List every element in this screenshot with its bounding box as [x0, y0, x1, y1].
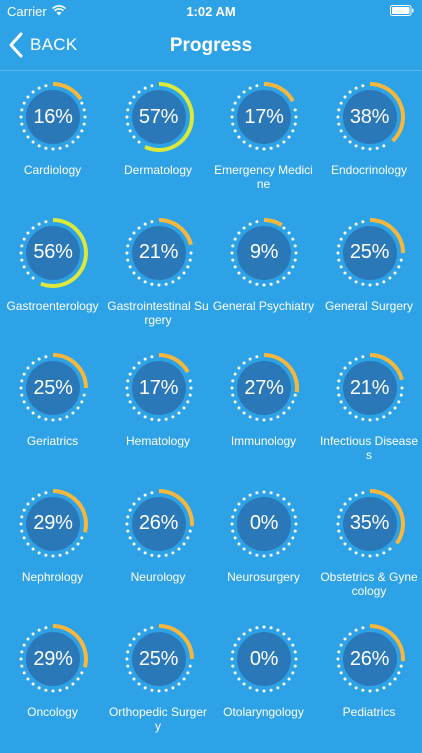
battery-icon: [390, 5, 414, 16]
topic-tile[interactable]: 9% General Psychiatry: [211, 211, 317, 347]
progress-percent: 25%: [17, 352, 89, 424]
progress-percent: 57%: [123, 81, 195, 153]
progress-percent: 17%: [228, 81, 300, 153]
topic-label: Neurology: [107, 570, 210, 584]
topic-label: Neurosurgery: [212, 570, 315, 584]
progress-percent: 56%: [17, 217, 89, 289]
status-bar: Carrier 1:02 AM: [0, 0, 422, 22]
topic-tile[interactable]: 26% Pediatrics: [317, 617, 422, 753]
topic-tile[interactable]: 26% Neurology: [106, 482, 212, 618]
topic-label: Oncology: [1, 705, 104, 719]
topic-tile[interactable]: 56% Gastroenterology: [0, 211, 106, 347]
progress-percent: 9%: [228, 217, 300, 289]
progress-percent: 25%: [123, 623, 195, 695]
progress-percent: 0%: [228, 488, 300, 560]
topic-label: Infectious Diseases: [318, 434, 421, 462]
topic-tile[interactable]: 29% Nephrology: [0, 482, 106, 618]
topic-label: Pediatrics: [318, 705, 421, 719]
progress-percent: 16%: [17, 81, 89, 153]
topic-tile[interactable]: 17% Emergency Medicine: [211, 75, 317, 211]
topic-tile[interactable]: 38% Endocrinology: [317, 75, 422, 211]
topic-tile[interactable]: 0% Neurosurgery: [211, 482, 317, 618]
topic-tile[interactable]: 0% Otolaryngology: [211, 617, 317, 753]
progress-percent: 21%: [123, 217, 195, 289]
topic-tile[interactable]: 25% General Surgery: [317, 211, 422, 347]
topic-tile[interactable]: 57% Dermatology: [106, 75, 212, 211]
topic-tile[interactable]: 27% Immunology: [211, 346, 317, 482]
page-title: Progress: [0, 35, 422, 57]
topic-label: Endocrinology: [318, 163, 421, 177]
topic-tile[interactable]: 21% Gastrointestinal Surgery: [106, 211, 212, 347]
topic-label: Dermatology: [107, 163, 210, 177]
topic-label: General Surgery: [318, 299, 421, 313]
topic-label: Geriatrics: [1, 434, 104, 448]
progress-percent: 25%: [334, 217, 406, 289]
topic-progress-grid: 16% Cardiology 57% Dermatology 17% Emergency …: [0, 75, 422, 753]
progress-percent: 26%: [123, 488, 195, 560]
progress-percent: 26%: [334, 623, 406, 695]
topic-tile[interactable]: 25% Geriatrics: [0, 346, 106, 482]
progress-percent: 21%: [334, 352, 406, 424]
topic-tile[interactable]: 16% Cardiology: [0, 75, 106, 211]
topic-label: Immunology: [212, 434, 315, 448]
topic-label: Obstetrics & Gynecology: [318, 570, 421, 598]
topic-label: Orthopedic Surgery: [107, 705, 210, 733]
progress-percent: 29%: [17, 488, 89, 560]
topic-label: Gastroenterology: [1, 299, 104, 313]
topic-tile[interactable]: 21% Infectious Diseases: [317, 346, 422, 482]
topic-label: Cardiology: [1, 163, 104, 177]
progress-percent: 38%: [334, 81, 406, 153]
topic-label: Emergency Medicine: [212, 163, 315, 191]
nav-divider: [0, 70, 422, 71]
topic-tile[interactable]: 25% Orthopedic Surgery: [106, 617, 212, 753]
topic-tile[interactable]: 29% Oncology: [0, 617, 106, 753]
progress-percent: 35%: [334, 488, 406, 560]
progress-percent: 0%: [228, 623, 300, 695]
topic-label: General Psychiatry: [212, 299, 315, 313]
progress-percent: 27%: [228, 352, 300, 424]
progress-percent: 29%: [17, 623, 89, 695]
navigation-bar: BACK Progress: [0, 22, 422, 70]
topic-label: Otolaryngology: [212, 705, 315, 719]
topic-label: Gastrointestinal Surgery: [107, 299, 210, 327]
status-time: 1:02 AM: [0, 4, 422, 19]
topic-tile[interactable]: 35% Obstetrics & Gynecology: [317, 482, 422, 618]
topic-label: Nephrology: [1, 570, 104, 584]
topic-tile[interactable]: 17% Hematology: [106, 346, 212, 482]
progress-percent: 17%: [123, 352, 195, 424]
topic-label: Hematology: [107, 434, 210, 448]
